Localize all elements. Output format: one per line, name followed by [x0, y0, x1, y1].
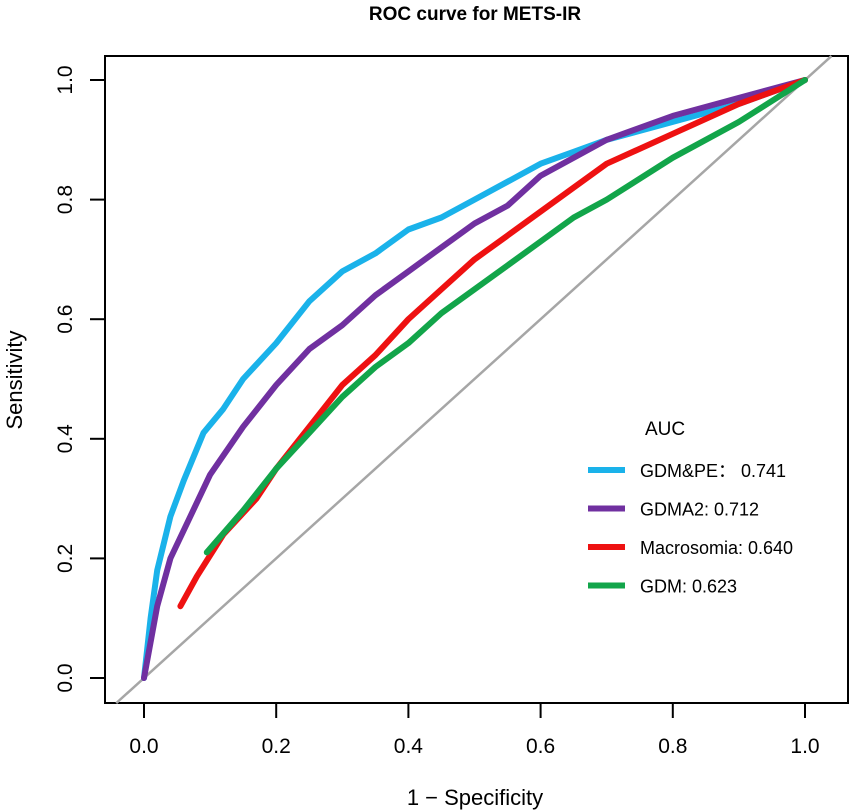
- x-axis-label: 1 − Specificity: [407, 785, 543, 810]
- y-tick-label: 0.0: [54, 663, 77, 692]
- legend-entry-label: GDMA2: 0.712: [640, 500, 759, 520]
- y-tick-label: 1.0: [54, 65, 77, 94]
- y-tick-label: 0.8: [54, 185, 77, 214]
- y-axis-label: Sensitivity: [2, 330, 27, 429]
- x-tick-label: 0.4: [394, 735, 424, 758]
- x-tick-label: 0.2: [262, 735, 291, 758]
- x-tick-label: 0.0: [129, 735, 158, 758]
- legend: AUC GDM&PE： 0.741 GDMA2: 0.712 Macrosomia:…: [588, 419, 793, 597]
- y-tick-label: 0.4: [54, 424, 77, 454]
- x-tick-label: 0.8: [658, 735, 687, 758]
- roc-curve-1: [141, 77, 808, 681]
- x-axis: 0.0 0.2 0.4 0.6 0.8 1.0: [129, 703, 820, 758]
- roc-curve-3: [203, 77, 808, 556]
- plot-area: [115, 55, 833, 705]
- legend-entry-label: GDM: 0.623: [640, 577, 737, 597]
- y-tick-label: 0.2: [54, 544, 77, 573]
- reference-diagonal-line: [115, 55, 833, 705]
- y-tick-label: 0.6: [54, 305, 77, 334]
- x-tick-label: 0.6: [526, 735, 555, 758]
- plot-frame: [104, 55, 849, 704]
- y-axis: 0.0 0.2 0.4 0.6 0.8 1.0: [54, 65, 105, 693]
- legend-title: AUC: [645, 419, 685, 440]
- x-tick-label: 1.0: [790, 735, 819, 758]
- legend-entry-label: GDM&PE： 0.741: [640, 461, 786, 481]
- chart-title: ROC curve for METS-IR: [369, 4, 581, 25]
- legend-entry-label: Macrosomia: 0.640: [640, 538, 793, 558]
